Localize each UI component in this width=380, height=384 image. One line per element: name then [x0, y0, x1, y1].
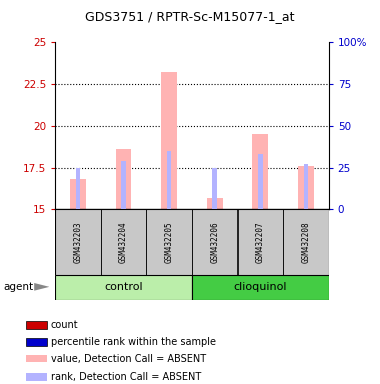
Bar	[26, 321, 47, 329]
Bar	[192, 275, 329, 300]
Bar	[167, 151, 171, 209]
Bar	[116, 149, 131, 209]
Bar	[26, 373, 47, 381]
Text: GSM432205: GSM432205	[165, 221, 174, 263]
Text: clioquinol: clioquinol	[234, 282, 287, 292]
Bar	[101, 209, 146, 275]
Text: GSM432206: GSM432206	[210, 221, 219, 263]
Bar	[26, 338, 47, 346]
Bar	[212, 167, 217, 209]
Text: value, Detection Call = ABSENT: value, Detection Call = ABSENT	[51, 354, 206, 364]
Bar	[76, 167, 80, 209]
Bar	[207, 198, 223, 209]
Bar	[304, 164, 308, 209]
Text: control: control	[104, 282, 143, 292]
Bar	[252, 134, 268, 209]
Bar	[146, 209, 192, 275]
Bar	[55, 275, 192, 300]
Polygon shape	[34, 283, 49, 291]
Text: GSM432204: GSM432204	[119, 221, 128, 263]
Bar	[238, 209, 283, 275]
Text: GSM432203: GSM432203	[73, 221, 82, 263]
Bar	[55, 209, 101, 275]
Text: rank, Detection Call = ABSENT: rank, Detection Call = ABSENT	[51, 372, 201, 382]
Text: GDS3751 / RPTR-Sc-M15077-1_at: GDS3751 / RPTR-Sc-M15077-1_at	[85, 10, 295, 23]
Bar	[298, 166, 314, 209]
Bar	[283, 209, 329, 275]
Bar	[121, 161, 126, 209]
Bar	[192, 209, 238, 275]
Text: percentile rank within the sample: percentile rank within the sample	[51, 337, 216, 347]
Bar	[26, 355, 47, 362]
Bar	[161, 72, 177, 209]
Text: count: count	[51, 320, 78, 330]
Bar	[258, 154, 263, 209]
Text: GSM432208: GSM432208	[301, 221, 310, 263]
Text: GSM432207: GSM432207	[256, 221, 265, 263]
Bar	[70, 179, 86, 209]
Text: agent: agent	[4, 282, 34, 292]
